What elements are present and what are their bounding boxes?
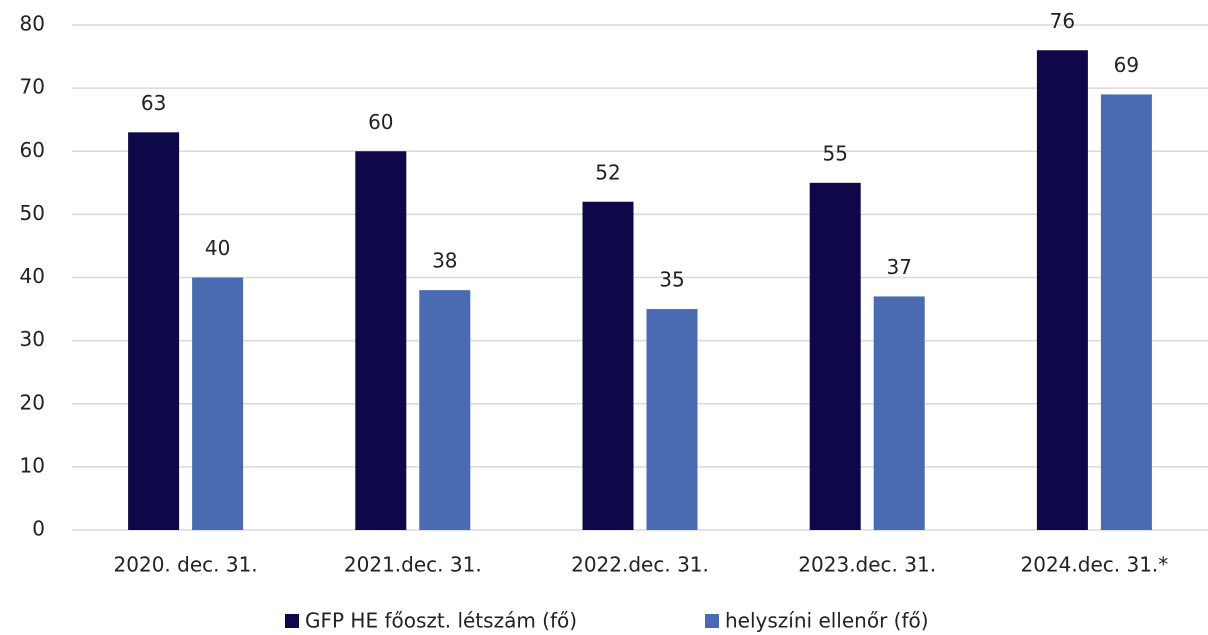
bar [1100, 94, 1152, 530]
bar [128, 132, 180, 530]
y-tick-label: 0 [32, 517, 45, 541]
bar [355, 151, 407, 530]
bar [419, 290, 471, 530]
bar [192, 277, 244, 530]
legend-label: GFP HE főoszt. létszám (fő) [305, 609, 577, 633]
bar [1036, 50, 1088, 530]
y-tick-label: 10 [20, 453, 45, 477]
data-label: 37 [886, 255, 911, 279]
x-tick-label: 2024.dec. 31.* [1021, 553, 1169, 577]
data-label: 38 [432, 249, 457, 273]
bar [873, 296, 925, 530]
x-tick-label: 2020. dec. 31. [114, 553, 258, 577]
x-tick-label: 2022.dec. 31. [571, 553, 709, 577]
data-label: 35 [659, 268, 684, 292]
bar [809, 182, 861, 530]
y-tick-label: 60 [20, 138, 45, 162]
data-label: 76 [1050, 9, 1075, 33]
y-tick-label: 20 [20, 390, 45, 414]
bar [582, 201, 634, 530]
data-label: 60 [368, 110, 393, 134]
data-label: 69 [1114, 53, 1139, 77]
y-tick-label: 80 [20, 12, 45, 36]
y-tick-label: 30 [20, 327, 45, 351]
legend-label: helyszíni ellenőr (fő) [725, 609, 929, 633]
legend-swatch [285, 614, 299, 628]
data-label: 63 [141, 91, 166, 115]
data-label: 52 [595, 160, 620, 184]
x-tick-label: 2021.dec. 31. [344, 553, 482, 577]
x-tick-label: 2023.dec. 31. [798, 553, 936, 577]
bar [646, 309, 698, 530]
data-label: 55 [822, 141, 847, 165]
y-tick-label: 70 [20, 75, 45, 99]
data-label: 40 [205, 236, 230, 260]
legend-swatch [705, 614, 719, 628]
y-tick-label: 40 [20, 264, 45, 288]
y-tick-label: 50 [20, 201, 45, 225]
